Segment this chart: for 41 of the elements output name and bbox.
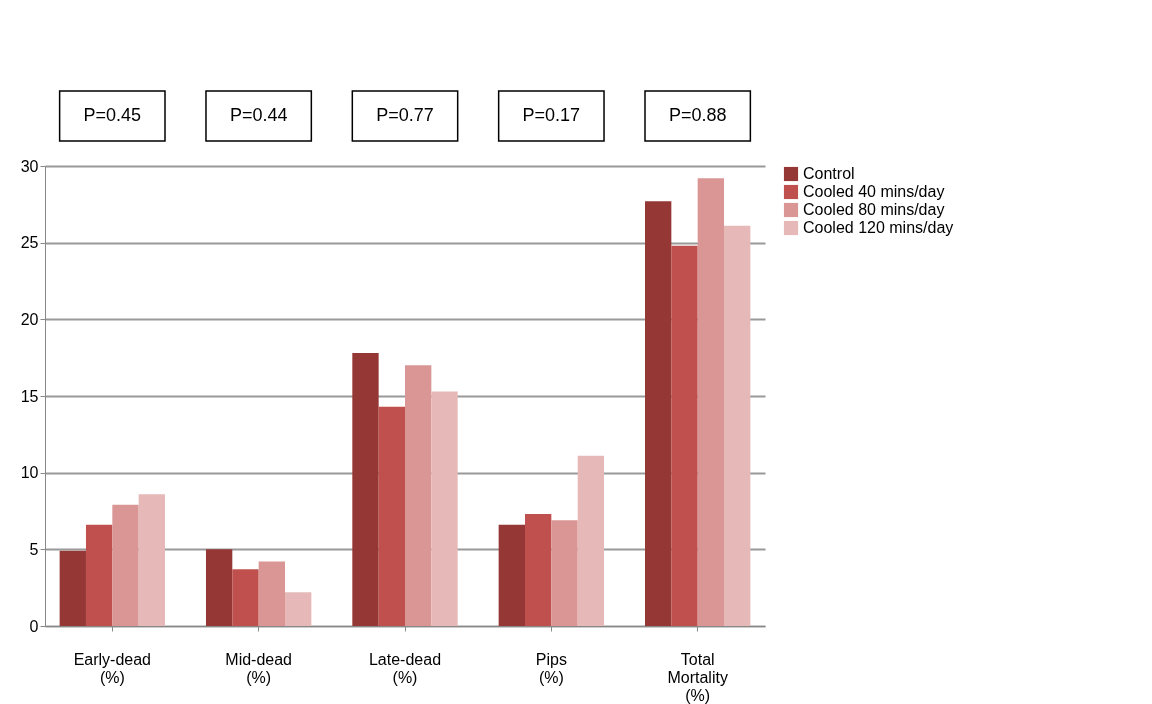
bar — [85, 524, 113, 626]
y-tick-label: 30 — [20, 157, 39, 175]
bar — [525, 514, 552, 626]
bar — [498, 524, 525, 626]
legend-label: Cooled 40 mins/day — [803, 183, 945, 200]
bar — [232, 569, 259, 626]
bar — [431, 391, 458, 626]
bar — [551, 520, 578, 626]
bar — [138, 494, 165, 626]
bar — [405, 365, 432, 626]
x-tick-label: Mid-dead (%) — [225, 650, 293, 686]
bar — [577, 455, 605, 626]
x-tick-label: Early-dead (%) — [73, 650, 151, 686]
text: P=0.88 — [668, 105, 727, 125]
y-tick-label: 0 — [29, 617, 39, 635]
bar — [378, 406, 405, 626]
bar — [112, 504, 139, 626]
y-tick-label: 5 — [29, 540, 39, 558]
y-tick-label: 25 — [20, 234, 39, 252]
legend-label: Cooled 120 mins/day — [803, 219, 954, 236]
bar — [258, 561, 285, 626]
bar — [285, 592, 312, 626]
bar — [724, 225, 751, 626]
legend-label: Control — [803, 165, 855, 182]
x-tick-label: Pips (%) — [535, 650, 567, 686]
text: P=0.44 — [229, 105, 288, 125]
y-tick-label: 20 — [20, 310, 39, 328]
y-tick-label: 15 — [20, 387, 39, 405]
x-tick-label: Late-dead (%) — [368, 650, 442, 686]
legend-label: Cooled 80 mins/day — [803, 201, 945, 218]
y-tick-label: 10 — [20, 464, 39, 482]
text: P=0.17 — [522, 105, 581, 125]
bar — [645, 201, 672, 626]
bar — [205, 549, 233, 626]
bar — [352, 353, 379, 626]
bar — [671, 245, 698, 626]
x-tick-label: Total Mortality (%) — [667, 650, 728, 704]
text: P=0.45 — [83, 105, 142, 125]
bar — [59, 550, 86, 626]
bar — [697, 178, 725, 626]
text: P=0.77 — [376, 105, 434, 125]
